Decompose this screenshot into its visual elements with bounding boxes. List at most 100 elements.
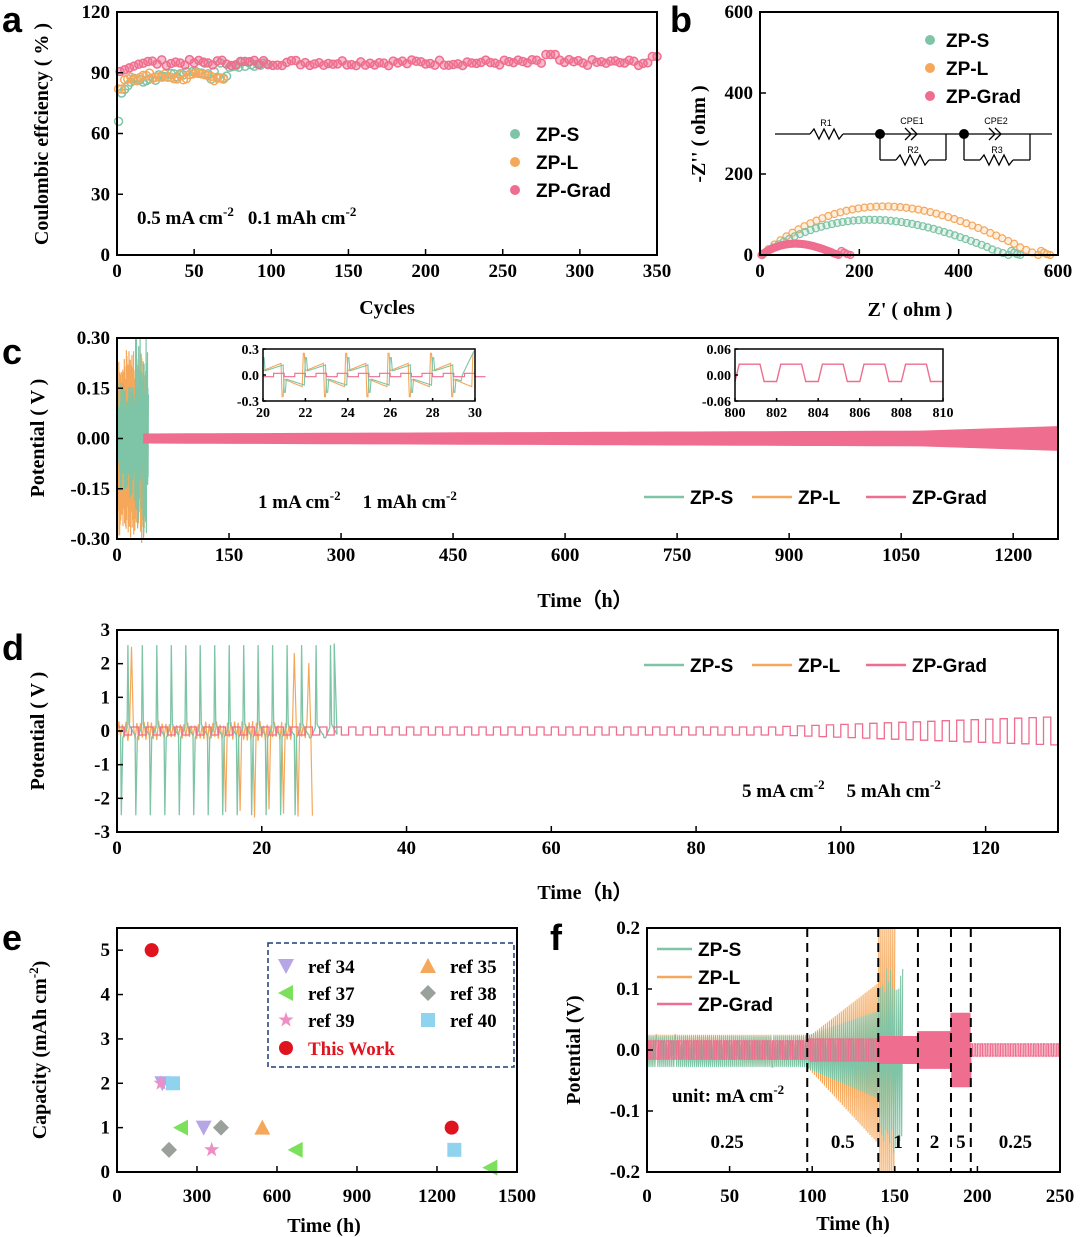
panel-c-legend-zps: ZP-S xyxy=(690,488,733,509)
panel-c-capacity-sup: -2 xyxy=(446,488,457,503)
panel-a-current-sup: -2 xyxy=(223,204,234,219)
panel-e-legend: ref 34 ref 35 ref 37 ref 38 ref 39 ref 40 This… xyxy=(278,957,497,1060)
inset-1-ticks: 20 22 24 26 28 30 0.3 0.0 -0.3 xyxy=(237,343,482,421)
panel-e-ylabel-sup: -2 xyxy=(26,967,41,978)
panel-c-legend: ZP-S ZP-L ZP-Grad xyxy=(644,488,987,509)
zpl-point xyxy=(854,204,863,213)
y-tick-label: -0.2 xyxy=(610,1162,640,1183)
panel-d-marks xyxy=(116,643,1058,818)
panel-c-inset-1: 20 22 24 26 28 30 0.3 0.0 -0.3 xyxy=(237,343,486,421)
circuit-label-r1: R1 xyxy=(820,118,832,128)
x-tick-label: 0 xyxy=(112,545,122,566)
panel-c-current: 1 mA cm xyxy=(258,492,330,513)
y-tick-label: 0 xyxy=(101,245,111,266)
rate-label: 0.25 xyxy=(999,1132,1032,1153)
zps-point xyxy=(113,116,124,127)
panel-a-legend-zps: ZP-S xyxy=(536,125,579,146)
zpl-point xyxy=(878,202,887,211)
y-tick-label: -0.06 xyxy=(702,395,731,410)
zpg-band xyxy=(143,426,1059,451)
panel-e: e 0 300 600 900 1200 1500 0 1 2 3 4 5 Time (h) Capa… xyxy=(2,917,536,1237)
panel-f-legend-zps: ZP-S xyxy=(698,940,741,961)
legend-marker-ref-39 xyxy=(278,1012,294,1027)
inset-2-zpg-line xyxy=(734,363,943,383)
y-tick-label: -0.30 xyxy=(70,529,110,550)
x-tick-label: 1050 xyxy=(882,545,920,566)
legend-marker-zps xyxy=(925,35,935,45)
legend-marker-ref-35 xyxy=(420,958,436,973)
legend-label-ref-35: ref 35 xyxy=(450,957,497,978)
x-tick-label: 300 xyxy=(566,261,595,282)
x-tick-label: 800 xyxy=(725,406,746,421)
y-tick-label: 90 xyxy=(91,63,110,84)
panel-a-ticks: 0 50 100 150 200 250 300 350 0 30 60 90 120 xyxy=(82,2,672,282)
y-tick-label: 120 xyxy=(82,2,111,23)
zpl-point xyxy=(848,205,857,214)
panel-c-capacity: 1 mAh cm xyxy=(363,492,447,513)
panel-f-xlabel: Time (h) xyxy=(816,1213,890,1235)
x-tick-label: 26 xyxy=(383,406,397,421)
zpl-point xyxy=(902,203,911,212)
x-tick-label: 22 xyxy=(298,406,312,421)
y-tick-label: 0.00 xyxy=(707,369,732,384)
panel-c-legend-zpl: ZP-L xyxy=(798,488,841,509)
zpg-point xyxy=(476,57,486,68)
panel-a-legend-zpg: ZP-Grad xyxy=(536,181,611,202)
y-tick-label: -2 xyxy=(94,788,110,809)
panel-b-xlabel: Z' ( ohm ) xyxy=(868,299,953,321)
zpg-point xyxy=(587,55,597,65)
zpl-point xyxy=(866,202,875,212)
panel-f-ylabel: Potential (V) xyxy=(563,995,585,1104)
y-tick-label: -0.3 xyxy=(237,395,259,410)
legend-marker-zpg xyxy=(925,91,935,101)
panel-e-frame xyxy=(116,927,518,1173)
panel-c-annotation: 1 mA cm-2 1 mAh cm-2 xyxy=(258,488,457,513)
x-tick-label: 200 xyxy=(411,261,440,282)
ref-34-point xyxy=(195,1120,212,1136)
x-tick-label: 28 xyxy=(426,406,440,421)
legend-marker-ref-40 xyxy=(421,1013,435,1027)
legend-label-this-work: This Work xyxy=(308,1039,395,1060)
panel-c-label: c xyxy=(2,331,22,372)
zpg-point xyxy=(203,58,213,68)
panel-d: d 0 20 40 60 80 100 120 3 2 1 0 -1 -2 -3 Time（h） Pote… xyxy=(2,620,1059,904)
panel-e-label: e xyxy=(2,917,22,958)
zpg-point xyxy=(573,55,584,66)
panel-f-unit-sup: -2 xyxy=(773,1082,784,1097)
x-tick-label: 50 xyxy=(185,261,204,282)
x-tick-label: 24 xyxy=(341,406,355,421)
panel-d-capacity-sup: -2 xyxy=(930,777,941,792)
zpl-point xyxy=(190,68,201,78)
panel-a-ylabel: Coulombic effciency ( % ) xyxy=(31,23,53,245)
x-tick-label: 200 xyxy=(963,1186,992,1207)
panel-b-ylabel: -Z'' ( ohm ) xyxy=(688,85,710,182)
y-tick-label: 3 xyxy=(101,1029,111,1050)
y-tick-label: 400 xyxy=(725,83,754,104)
x-tick-label: 350 xyxy=(643,261,672,282)
x-tick-label: 0 xyxy=(755,261,765,282)
panel-a-label: a xyxy=(2,0,23,40)
panel-a-annotation: 0.5 mA cm-2 0.1 mAh cm-2 xyxy=(137,204,356,229)
rate-label: 1 xyxy=(893,1132,903,1153)
y-tick-label: 0 xyxy=(101,721,111,742)
panel-a: a 0 50 100 150 200 250 300 350 0 30 60 90 120 Cycles… xyxy=(2,0,671,319)
zpg-point xyxy=(555,55,565,65)
ref-37-point xyxy=(482,1159,498,1176)
y-tick-label: 1 xyxy=(101,1118,111,1139)
x-tick-label: 150 xyxy=(215,545,244,566)
inset-2-ticks: 800 802 804 806 808 810 0.06 0.00 -0.06 xyxy=(702,343,954,421)
x-tick-label: 600 xyxy=(1044,261,1073,282)
panel-e-ylabel-main: Capacity (mAh cm xyxy=(29,978,51,1139)
y-tick-label: -0.15 xyxy=(70,479,110,500)
x-tick-label: 450 xyxy=(439,545,468,566)
legend-label-ref-34: ref 34 xyxy=(308,957,355,978)
inset-1-marks xyxy=(262,350,486,398)
y-tick-label: 2 xyxy=(101,1073,111,1094)
zpl-point xyxy=(890,202,899,211)
zpg-point xyxy=(578,58,588,68)
circuit-label-cpe1: CPE1 xyxy=(900,116,924,126)
ref-37-point xyxy=(173,1119,188,1136)
y-tick-label: 2 xyxy=(101,654,111,675)
circuit-label-r2: R2 xyxy=(907,145,919,155)
zpl-point xyxy=(138,70,148,81)
